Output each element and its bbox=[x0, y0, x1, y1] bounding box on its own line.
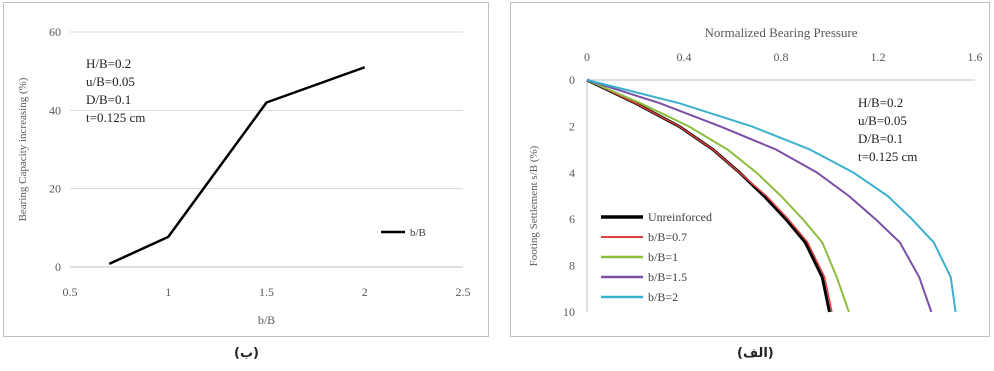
y-tick-label: 20 bbox=[49, 182, 61, 196]
series-line-1 bbox=[586, 79, 833, 313]
y-tick-label: 4 bbox=[569, 166, 575, 180]
x-tick-label: 1.2 bbox=[871, 50, 886, 64]
chart-left: 0 20 40 60 0.5 1 1.5 2 2.5 b/B Bearing Capacity in… bbox=[17, 25, 471, 327]
y-tick-label: 0 bbox=[55, 260, 61, 274]
y-tick-label: 60 bbox=[49, 25, 61, 39]
y-tick-label: 6 bbox=[569, 212, 575, 226]
y-axis-title: Footing Settlement s/B (%) bbox=[528, 145, 540, 266]
series-line-4 bbox=[586, 79, 957, 313]
x-tick-label: 0 bbox=[584, 50, 590, 64]
x-tick-label: 0.4 bbox=[677, 50, 692, 64]
series-line-b-B bbox=[108, 66, 366, 266]
annotation-line: t=0.125 cm bbox=[858, 149, 917, 164]
y-tick-label: 0 bbox=[569, 73, 575, 87]
annotation-line: H/B=0.2 bbox=[858, 95, 903, 110]
y-tick-label: 2 bbox=[569, 119, 575, 133]
x-tick-label: 2 bbox=[362, 285, 368, 299]
annotation-line: u/B=0.05 bbox=[86, 74, 135, 89]
legend-label: b/B bbox=[410, 227, 426, 239]
x-tick-label: 1.6 bbox=[968, 50, 983, 64]
y-axis-title: Bearing Capacity increasing (%) bbox=[17, 77, 29, 221]
x-tick-label: 1 bbox=[165, 285, 171, 299]
annotation-line: D/B=0.1 bbox=[858, 131, 903, 146]
y-tick-label: 10 bbox=[563, 305, 575, 319]
chart-panel-left: 0 20 40 60 0.5 1 1.5 2 2.5 b/B Bearing Capacity in… bbox=[3, 2, 489, 337]
caption-left: (ب) bbox=[234, 346, 259, 361]
chart-title: Normalized Bearing Pressure bbox=[704, 25, 857, 40]
series-line-2 bbox=[586, 79, 850, 313]
x-axis-title: b/B bbox=[258, 313, 275, 327]
annotation-line: u/B=0.05 bbox=[858, 113, 907, 128]
x-tick-label: 1.5 bbox=[259, 285, 274, 299]
annotation-line: H/B=0.2 bbox=[86, 56, 131, 71]
series-line-3 bbox=[586, 79, 933, 313]
legend-label-3: b/B=1.5 bbox=[648, 270, 687, 284]
chart-right: Normalized Bearing Pressure 0 0.4 0.8 1.2 1.6… bbox=[528, 25, 983, 319]
chart-panel-right: Normalized Bearing Pressure 0 0.4 0.8 1.2 1.6… bbox=[510, 2, 990, 337]
legend-label-4: b/B=2 bbox=[648, 290, 678, 304]
x-tick-label: 2.5 bbox=[456, 285, 471, 299]
x-tick-label: 0.5 bbox=[63, 285, 78, 299]
x-tick-label: 0.8 bbox=[774, 50, 789, 64]
annotation-line: D/B=0.1 bbox=[86, 92, 131, 107]
legend-label-0: Unreinforced bbox=[648, 210, 712, 224]
caption-right: (الف) bbox=[737, 346, 774, 361]
legend-label-1: b/B=0.7 bbox=[648, 230, 687, 244]
y-tick-label: 40 bbox=[49, 103, 61, 117]
annotation-line: t=0.125 cm bbox=[86, 110, 145, 125]
y-tick-label: 8 bbox=[569, 259, 575, 273]
legend-label-2: b/B=1 bbox=[648, 250, 678, 264]
